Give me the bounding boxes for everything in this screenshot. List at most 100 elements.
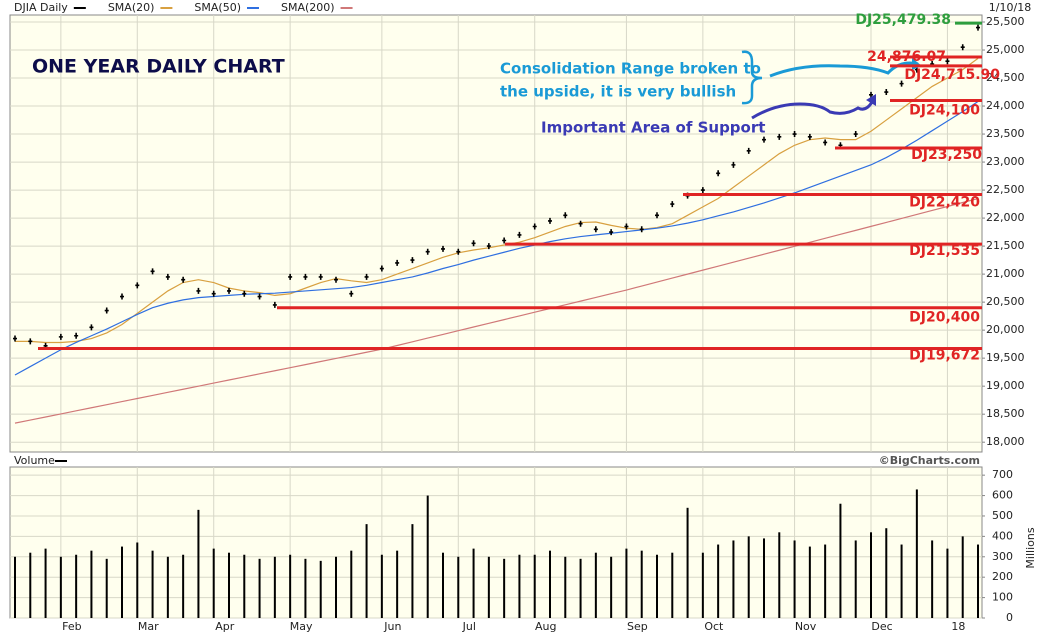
- y-tick-label: 100: [992, 591, 1013, 604]
- volume-bar: [136, 542, 139, 618]
- volume-bar: [533, 554, 536, 618]
- price-tick: [441, 245, 445, 252]
- brace: [741, 50, 763, 105]
- y-tick-label: 500: [992, 509, 1013, 522]
- volume-bar: [304, 558, 307, 618]
- x-tick-label: Jul: [462, 620, 476, 633]
- price-tick: [532, 223, 537, 230]
- volume-bar: [808, 546, 811, 618]
- x-tick-label: Feb: [62, 620, 81, 633]
- y-tick-label: 22,000: [986, 211, 1025, 224]
- volume-bar: [854, 540, 857, 618]
- level-label: DJ24,100: [909, 102, 980, 118]
- volume-bar: [961, 536, 964, 618]
- x-tick-label: Apr: [215, 620, 235, 633]
- price-tick: [976, 24, 980, 31]
- x-tick-label: Dec: [871, 620, 892, 633]
- price-tick: [777, 133, 782, 140]
- y-tick-label: 24,500: [986, 71, 1025, 84]
- y-tick-label: 400: [992, 529, 1013, 542]
- volume-bar: [228, 552, 230, 618]
- y-tick-label: 19,500: [986, 351, 1025, 364]
- chart-annotation: ONE YEAR DAILY CHART: [32, 56, 285, 78]
- price-tick: [655, 212, 659, 219]
- volume-bar: [640, 550, 643, 618]
- price-tick: [807, 133, 812, 140]
- price-tick: [731, 161, 736, 168]
- price-tick: [792, 131, 797, 138]
- y-tick-label: 23,000: [986, 155, 1025, 168]
- volume-bar: [105, 558, 108, 618]
- volume-bar: [121, 546, 123, 618]
- volume-bar: [915, 489, 918, 618]
- price-tick: [548, 217, 552, 224]
- price-tick: [945, 58, 950, 65]
- y-tick-label: 0: [1006, 611, 1013, 624]
- volume-bar: [747, 536, 750, 618]
- price-tick: [899, 80, 904, 87]
- price-tick: [13, 335, 17, 342]
- price-tick: [762, 136, 766, 143]
- volume-bar: [610, 556, 613, 618]
- x-tick-label: Sep: [627, 620, 648, 633]
- y-tick-label: 21,500: [986, 239, 1025, 252]
- x-tick-label: Jun: [383, 620, 401, 633]
- volume-bar: [472, 548, 475, 618]
- volume-bar: [778, 532, 781, 618]
- price-tick: [364, 273, 369, 280]
- y-tick-label: 18,500: [986, 407, 1025, 420]
- level-label: DJ20,400: [909, 310, 980, 326]
- price-tick: [425, 248, 430, 255]
- level-label: DJ25,479.38: [855, 12, 951, 28]
- volume-bar: [14, 556, 16, 618]
- volume-bar: [212, 548, 215, 618]
- volume-bar: [839, 503, 842, 618]
- volume-bar: [335, 556, 337, 618]
- y-tick-label: 21,000: [986, 267, 1025, 280]
- volume-bar: [243, 554, 246, 618]
- arrow: [866, 94, 876, 106]
- annotation: Consolidation Range broken to: [500, 60, 761, 78]
- volume-panel: [9, 466, 983, 619]
- price-tick: [135, 282, 140, 289]
- volume-bar: [885, 528, 888, 618]
- price-tick: [624, 223, 629, 230]
- volume-bar: [365, 524, 368, 618]
- legend-label: DJIA Daily: [14, 1, 68, 14]
- price-tick: [563, 212, 568, 219]
- price-tick: [211, 290, 216, 297]
- volume-bar: [549, 550, 551, 618]
- price-tick: [960, 44, 965, 51]
- volume-bar: [579, 558, 582, 618]
- volume-bar: [151, 550, 154, 618]
- price-tick: [318, 273, 323, 280]
- volume-bar: [701, 552, 704, 618]
- volume-bar: [717, 544, 720, 618]
- y-tick-label: 20,500: [986, 295, 1025, 308]
- volume-bar: [503, 558, 506, 618]
- price-tick: [104, 307, 109, 314]
- price-tick: [242, 290, 247, 297]
- volume-bar: [59, 556, 62, 618]
- level-label: DJ19,672: [909, 348, 980, 364]
- volume-bar: [44, 548, 47, 618]
- sma-line: [14, 197, 979, 424]
- volume-bar: [793, 540, 796, 618]
- price-tick: [89, 324, 94, 331]
- price-tick: [120, 293, 124, 300]
- volume-title: Volume: [14, 454, 55, 467]
- price-tick: [379, 265, 384, 272]
- price-tick: [517, 231, 522, 238]
- level-label: DJ23,250: [911, 147, 982, 163]
- price-tick: [58, 333, 63, 340]
- y-tick-label: 25,500: [986, 15, 1025, 28]
- price-tick: [853, 131, 858, 138]
- volume-bar: [166, 556, 169, 618]
- price-tick: [410, 257, 415, 264]
- price-tick: [639, 226, 644, 233]
- price-tick: [395, 259, 400, 266]
- volume-bar: [870, 532, 872, 618]
- volume-bar: [594, 552, 597, 618]
- y-tick-label: 19,000: [986, 379, 1025, 392]
